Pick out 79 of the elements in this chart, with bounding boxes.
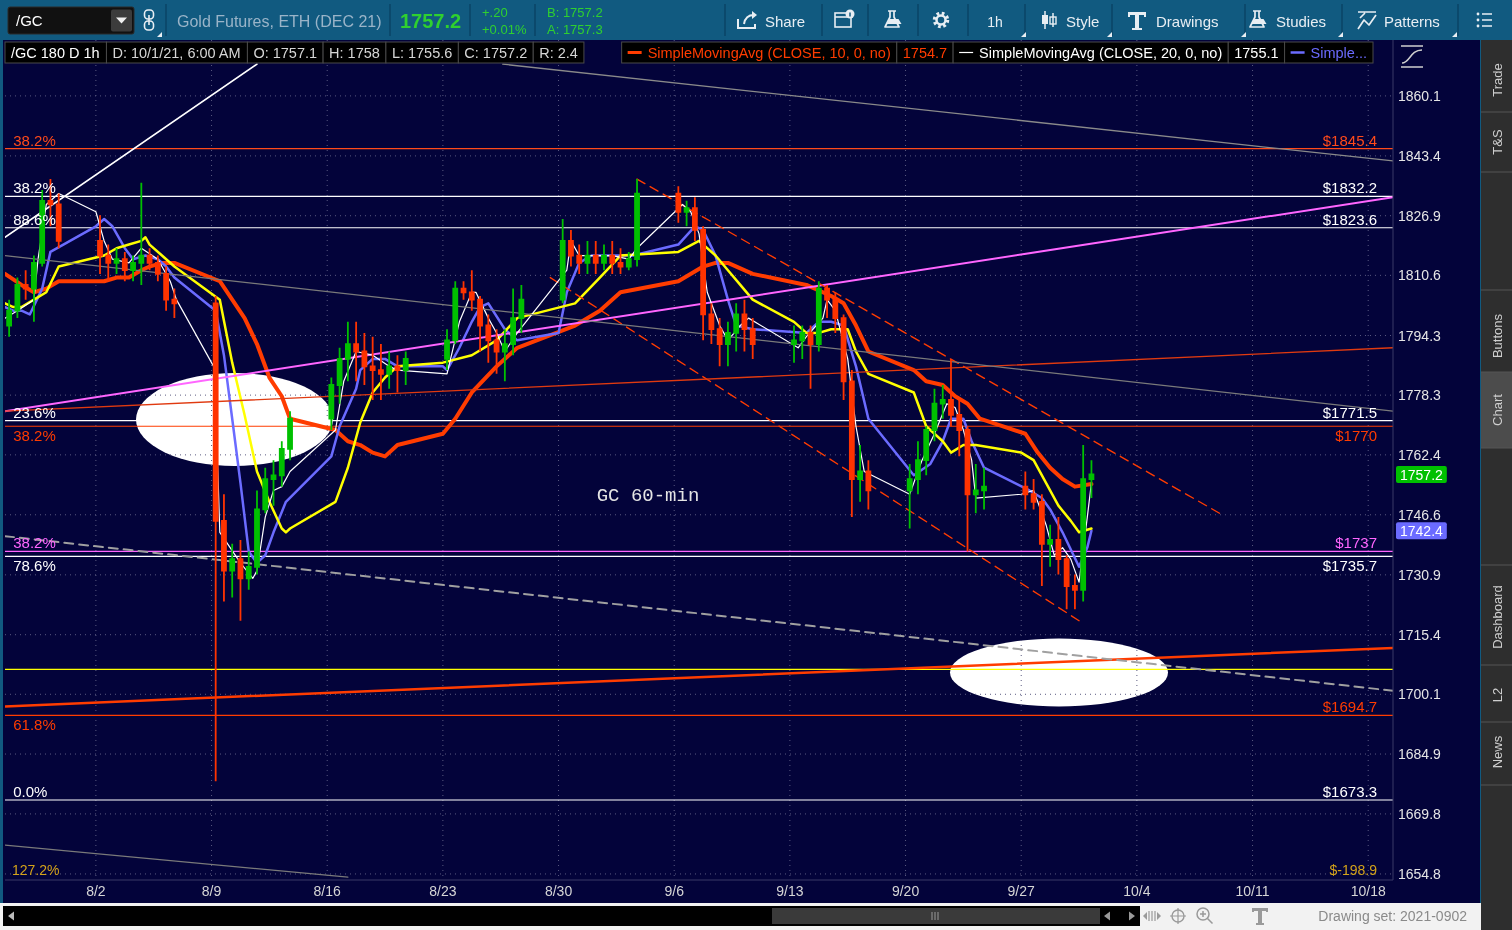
annotation: R: 2.4 [539, 45, 578, 61]
annotation: D: 10/1/21, 6:00 AM [112, 45, 241, 61]
x-tick-label: 8/23 [429, 883, 457, 899]
x-tick-label: 9/27 [1007, 883, 1036, 899]
ref-line-label: $1694.7 [1322, 698, 1377, 716]
annotation: H: 1758 [329, 45, 380, 61]
chart-title: /GC 180 D 1h [11, 45, 100, 61]
y-tick-label: 1654.8 [1398, 865, 1442, 882]
text: News [1489, 735, 1505, 769]
y-tick-label: 1700.1 [1398, 686, 1442, 703]
text: T&S [1489, 129, 1505, 155]
y-tick-label: 1860.1 [1398, 87, 1442, 104]
text: Style [1066, 13, 1100, 30]
text: 1757.2 [400, 10, 462, 32]
annotation: 1754.7 [902, 45, 948, 61]
annotation: 1755.1 [1234, 45, 1279, 61]
x-tick-label: 9/20 [891, 883, 920, 899]
annotation: O: 1757.1 [253, 45, 318, 61]
ref-line-label: $1845.4 [1322, 131, 1377, 149]
ref-line-label: $1823.6 [1322, 210, 1377, 228]
ref-line-label: $1673.3 [1322, 783, 1377, 800]
y-tick-label: 1762.4 [1398, 446, 1442, 463]
text: Trade [1489, 63, 1505, 97]
y-tick-label: 1669.8 [1398, 805, 1442, 822]
x-tick-label: 8/16 [313, 883, 342, 899]
y-tick-label: 1715.4 [1398, 626, 1442, 643]
ref-line-label: $1737 [1335, 534, 1377, 552]
x-tick-label: 8/30 [544, 883, 573, 899]
y-tick-label: 1684.9 [1398, 746, 1442, 763]
text: Buttons [1489, 313, 1505, 359]
y-tick-label: 1730.9 [1398, 566, 1442, 583]
text: Drawing set: 2021-0902 [1318, 908, 1468, 924]
text: B: 1757.2 [547, 5, 603, 20]
text: Chart [1489, 393, 1505, 426]
x-tick-label: 10/18 [1350, 883, 1386, 899]
text: A: 1757.3 [547, 22, 603, 37]
text: Share [765, 13, 806, 30]
text: Dashboard [1489, 585, 1505, 649]
ref-line-label: $1735.7 [1322, 557, 1377, 575]
y-tick-label: 1778.3 [1398, 387, 1442, 404]
x-tick-label: 9/6 [664, 883, 685, 899]
annotation: 38.2% [13, 534, 56, 552]
ref-line-label: $1770 [1335, 427, 1377, 445]
x-tick-label: 10/11 [1235, 883, 1270, 899]
legend-label: SimpleMovingAvg (CLOSE, 10, 0, no) [647, 45, 891, 61]
y-tick-label: 1794.3 [1398, 327, 1442, 344]
text: 1757.2 [1400, 466, 1444, 483]
annotation: GC 60-min [596, 485, 700, 507]
text: 1h [987, 14, 1003, 30]
annotation: 61.8% [13, 716, 56, 734]
y-tick-label: 1843.4 [1398, 147, 1442, 164]
legend-label: SimpleMovingAvg (CLOSE, 20, 0, no) [979, 45, 1223, 61]
annotation: 0.0% [13, 783, 48, 800]
y-tick-label: 1826.9 [1398, 207, 1442, 224]
ref-line-label: $1832.2 [1322, 179, 1377, 197]
text: /GC [16, 12, 43, 29]
x-tick-label: 9/13 [776, 883, 804, 899]
ref-line-label: $1771.5 [1322, 403, 1377, 421]
annotation: L: 1755.6 [391, 45, 453, 61]
x-tick-label: 8/2 [86, 883, 106, 899]
text: Patterns [1384, 13, 1440, 30]
text: 1742.4 [1400, 522, 1444, 539]
text: L2 [1489, 687, 1505, 703]
annotation: 38.2% [13, 131, 56, 149]
legend-label: Simple... [1310, 45, 1368, 61]
y-tick-label: 1746.6 [1398, 506, 1442, 523]
text: +0.01% [482, 22, 527, 37]
annotation: 78.6% [13, 557, 56, 575]
x-tick-label: 10/4 [1123, 883, 1151, 899]
text: Studies [1276, 13, 1327, 30]
annotation: 127.2% [12, 862, 60, 878]
annotation: $-198.9 [1329, 862, 1378, 878]
annotation: C: 1757.2 [464, 45, 528, 61]
text: +.20 [482, 5, 508, 20]
y-tick-label: 1810.6 [1398, 267, 1442, 284]
text: Drawings [1156, 13, 1219, 30]
chart-subtitle: Gold Futures, ETH (DEC 21) [177, 13, 382, 30]
x-tick-label: 8/9 [201, 883, 222, 899]
annotation: 38.2% [13, 427, 56, 445]
